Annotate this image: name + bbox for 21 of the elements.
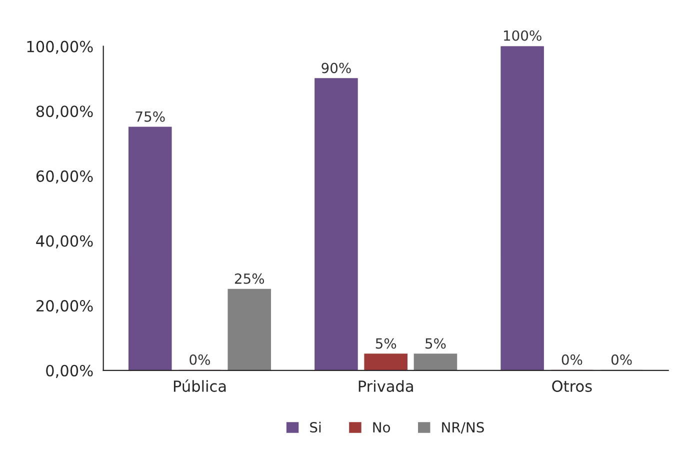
data-label: 5% [376, 338, 396, 349]
legend-label: NR/NS [442, 422, 484, 434]
data-label: 90% [322, 62, 351, 74]
x-tick-label: Pública [174, 380, 226, 392]
legend-label: Si [310, 422, 321, 433]
data-label: 5% [426, 338, 446, 349]
y-tick-label: 0,00% [46, 364, 93, 378]
y-tick-label: 80,00% [36, 106, 93, 119]
data-label: 100% [504, 30, 542, 41]
data-label: 0% [190, 354, 210, 365]
x-tick-label: Otros [552, 380, 592, 392]
y-tick-label: 60,00% [36, 170, 93, 184]
y-tick-label: 40,00% [36, 235, 93, 248]
legend-label: No [373, 422, 390, 433]
data-label: 0% [562, 354, 582, 365]
x-tick-label: Privada [358, 380, 413, 392]
y-tick-label: 100,00% [27, 40, 93, 54]
data-label: 75% [136, 111, 165, 122]
data-label: 0% [611, 354, 632, 365]
y-tick-label: 20,00% [36, 300, 93, 314]
data-label: 25% [234, 273, 264, 284]
